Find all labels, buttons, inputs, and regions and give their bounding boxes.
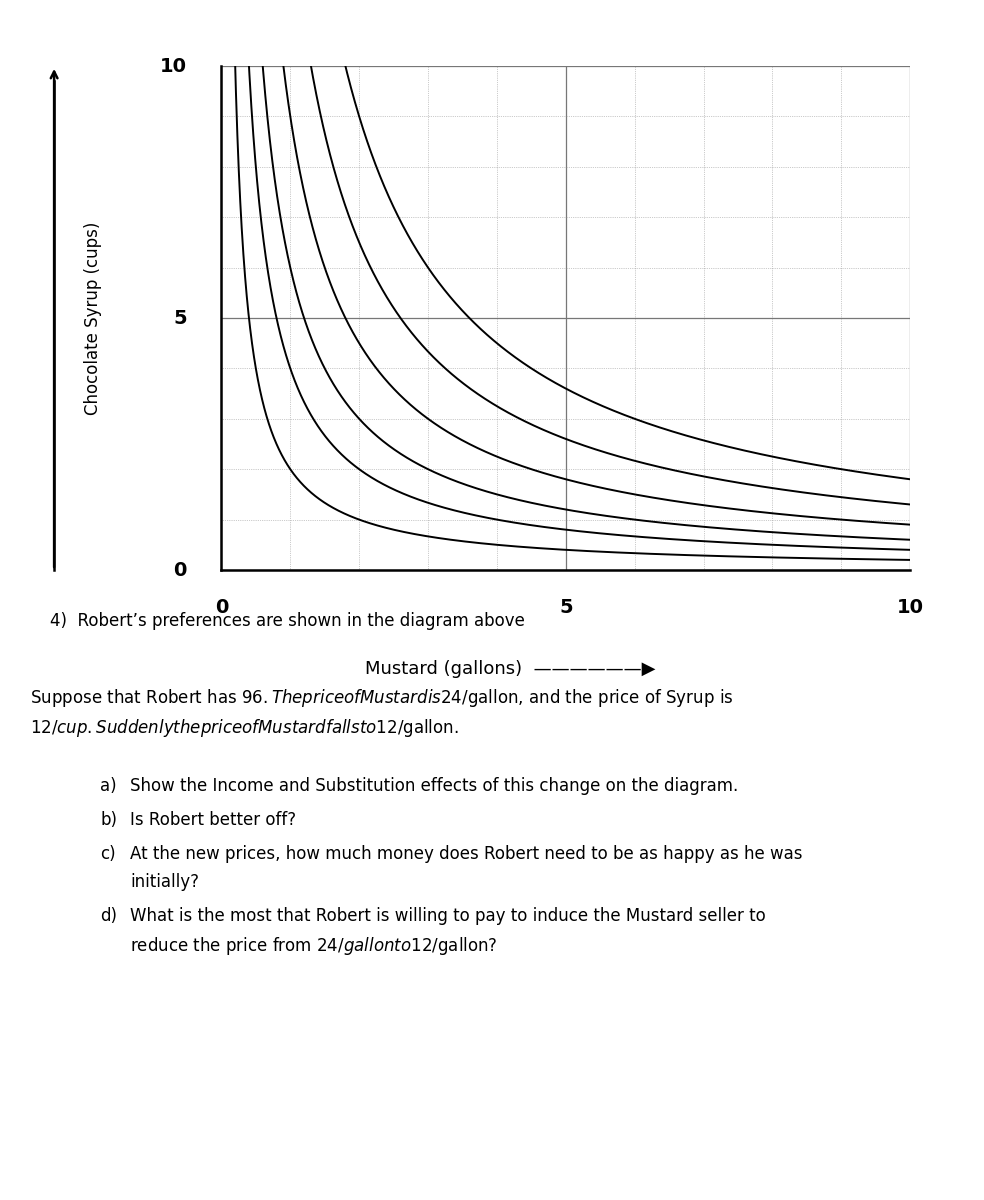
- Text: Is Robert better off?: Is Robert better off?: [130, 811, 296, 829]
- Text: initially?: initially?: [130, 874, 199, 890]
- Text: 0: 0: [173, 560, 187, 580]
- Text: b): b): [100, 811, 117, 829]
- Text: c): c): [100, 845, 116, 863]
- Text: 0: 0: [215, 598, 228, 617]
- Text: Mustard (gallons)  ——————▶: Mustard (gallons) ——————▶: [365, 660, 656, 678]
- Text: 10: 10: [896, 598, 924, 617]
- Text: Chocolate Syrup (cups): Chocolate Syrup (cups): [85, 221, 102, 415]
- Text: 4)  Robert’s preferences are shown in the diagram above: 4) Robert’s preferences are shown in the…: [50, 612, 524, 630]
- Text: Show the Income and Substitution effects of this change on the diagram.: Show the Income and Substitution effects…: [130, 778, 738, 794]
- Text: a): a): [100, 778, 117, 794]
- Text: At the new prices, how much money does Robert need to be as happy as he was: At the new prices, how much money does R…: [130, 845, 803, 863]
- Text: 5: 5: [173, 308, 187, 328]
- Text: reduce the price from $24/gallon to $12/gallon?: reduce the price from $24/gallon to $12/…: [130, 935, 498, 958]
- Text: Suppose that Robert has $96. The price of Mustard is $24/gallon, and the price o: Suppose that Robert has $96. The price o…: [30, 686, 733, 739]
- Text: 10: 10: [160, 56, 187, 76]
- Text: What is the most that Robert is willing to pay to induce the Mustard seller to: What is the most that Robert is willing …: [130, 907, 766, 925]
- Text: d): d): [100, 907, 117, 925]
- Text: 5: 5: [559, 598, 573, 617]
